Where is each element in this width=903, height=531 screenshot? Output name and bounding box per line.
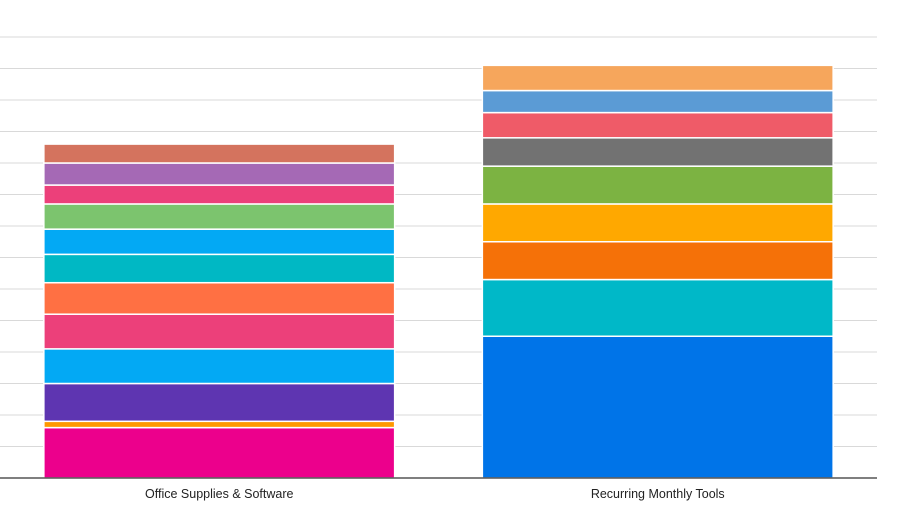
bar-segment-1-6[interactable] [481, 111, 834, 139]
bar-segment-0-1[interactable] [43, 420, 396, 429]
bar-segment-1-2[interactable] [481, 241, 834, 281]
category-labels: Office Supplies & Software Recurring Mont… [145, 487, 725, 501]
bar-segment-0-10[interactable] [43, 162, 396, 186]
bar-segment-0-6[interactable] [43, 253, 396, 284]
bar-segment-0-9[interactable] [43, 184, 396, 205]
bar-segment-0-8[interactable] [43, 203, 396, 230]
bar-segment-1-0[interactable] [481, 335, 834, 479]
bar-segment-1-8[interactable] [481, 64, 834, 92]
bar-segment-1-3[interactable] [481, 203, 834, 243]
bars [43, 64, 834, 479]
x-tick-label-0: Office Supplies & Software [145, 487, 294, 501]
bar-segment-1-1[interactable] [481, 278, 834, 337]
bar-segment-0-2[interactable] [43, 382, 396, 423]
bar-segment-0-4[interactable] [43, 313, 396, 350]
bar-segment-0-3[interactable] [43, 348, 396, 385]
bar-segment-1-7[interactable] [481, 89, 834, 114]
bar-segment-0-7[interactable] [43, 228, 396, 256]
bar-segment-0-11[interactable] [43, 143, 396, 164]
bar-segment-0-5[interactable] [43, 281, 396, 315]
bar-segment-1-4[interactable] [481, 165, 834, 205]
bar-segment-1-5[interactable] [481, 137, 834, 167]
x-tick-label-1: Recurring Monthly Tools [591, 487, 725, 501]
bar-segment-0-0[interactable] [43, 426, 396, 479]
